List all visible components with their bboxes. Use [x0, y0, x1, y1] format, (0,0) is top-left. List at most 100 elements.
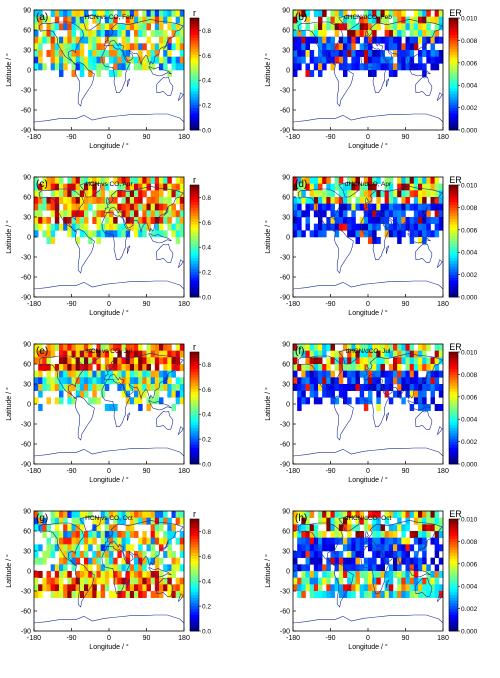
- heatmap-cell: [84, 36, 89, 44]
- heatmap-cell: [134, 210, 139, 218]
- heatmap-cell: [138, 591, 143, 598]
- heatmap-cell: [167, 357, 172, 365]
- heatmap-cell: [318, 177, 323, 184]
- heatmap-cell: [297, 223, 302, 231]
- heatmap-cell: [163, 63, 168, 71]
- colorbar-tick-label: 0.2: [202, 604, 211, 611]
- heatmap-cell: [134, 584, 139, 592]
- heatmap-cell: [159, 584, 164, 592]
- colorbar-step: [190, 377, 199, 381]
- heatmap-cell: [355, 36, 360, 44]
- heatmap-cell: [397, 177, 402, 184]
- panel-title: HCN vs CO, Feb: [85, 14, 134, 21]
- heatmap-cell: [150, 531, 156, 538]
- coastline: [177, 259, 184, 268]
- heatmap-cell: [84, 370, 89, 378]
- heatmap-cell: [430, 557, 435, 565]
- heatmap-cell: [313, 350, 319, 358]
- heatmap-cell: [84, 30, 89, 37]
- heatmap-cell: [117, 56, 122, 64]
- heatmap-cell: [343, 524, 348, 532]
- heatmap-cell: [405, 16, 410, 24]
- heatmap-cell: [418, 230, 423, 238]
- heatmap-cell: [46, 36, 51, 44]
- heatmap-cell: [413, 370, 419, 378]
- heatmap-cell: [134, 63, 139, 71]
- heatmap-cell: [100, 377, 106, 385]
- heatmap-cell: [301, 183, 306, 191]
- heatmap-cell: [100, 537, 106, 545]
- heatmap-cell: [409, 36, 415, 44]
- heatmap-cell: [154, 564, 160, 572]
- heatmap-cell: [309, 584, 315, 592]
- colorbar-step: [190, 235, 199, 239]
- heatmap-cell: [293, 377, 298, 385]
- heatmap-cell: [330, 36, 335, 44]
- heatmap-cell: [138, 571, 143, 578]
- heatmap-cell: [376, 344, 381, 351]
- coastline: [436, 92, 443, 101]
- heatmap-cell: [104, 344, 110, 351]
- heatmap-cell: [438, 183, 444, 191]
- heatmap-cell: [138, 50, 143, 57]
- coastline: [338, 348, 361, 365]
- heatmap-cell: [413, 30, 419, 37]
- heatmap-cell: [54, 564, 60, 572]
- heatmap-cell: [129, 564, 135, 572]
- heatmap-cell: [418, 30, 423, 37]
- heatmap-cell: [159, 537, 164, 545]
- colorbar-step: [449, 527, 458, 531]
- heatmap-cell: [326, 56, 331, 64]
- heatmap-cell: [393, 370, 398, 378]
- heatmap-cell: [405, 203, 410, 211]
- colorbar-step: [449, 280, 458, 284]
- coastline: [162, 373, 169, 384]
- heatmap-cell: [92, 30, 97, 37]
- heatmap-cell: [309, 591, 315, 598]
- heatmap-cell: [96, 364, 101, 371]
- heatmap-cell: [38, 404, 43, 411]
- heatmap-cell: [376, 357, 381, 365]
- colorbar: r0.00.20.40.60.8: [189, 342, 211, 469]
- colorbar-step: [449, 382, 458, 386]
- heatmap-cell: [109, 564, 114, 572]
- heatmap-cell: [175, 591, 181, 598]
- heatmap-cell: [146, 517, 151, 525]
- heatmap-cell: [125, 577, 131, 585]
- heatmap-cell: [422, 390, 427, 398]
- heatmap-cell: [129, 370, 135, 378]
- heatmap-cell: [121, 56, 126, 64]
- y-tick-label: 0: [27, 68, 31, 75]
- heatmap-cell: [84, 384, 89, 391]
- heatmap-cell: [142, 571, 147, 578]
- heatmap-cell: [179, 564, 185, 572]
- heatmap-cell: [46, 183, 51, 191]
- heatmap-cell: [293, 50, 298, 57]
- heatmap-cell: [318, 30, 323, 37]
- heatmap-cell: [347, 230, 352, 238]
- heatmap-cell: [334, 210, 340, 218]
- heatmap-cell: [418, 390, 423, 398]
- heatmap-cell: [171, 210, 176, 218]
- coastline: [177, 426, 184, 435]
- heatmap-cell: [59, 10, 64, 17]
- heatmap-cell: [67, 190, 72, 198]
- colorbar-step: [449, 271, 458, 275]
- heatmap-cell: [409, 190, 415, 198]
- heatmap-cell: [50, 531, 56, 538]
- heatmap-cell: [334, 384, 340, 391]
- heatmap-cell: [121, 364, 126, 371]
- heatmap-cell: [171, 370, 176, 378]
- heatmap-cell: [163, 564, 168, 572]
- heatmap-cell: [334, 564, 340, 572]
- heatmap-cell: [405, 183, 410, 191]
- heatmap-cell: [305, 364, 310, 371]
- heatmap-cell: [376, 237, 381, 244]
- colorbar-step: [190, 62, 199, 66]
- heatmap-cell: [167, 344, 172, 351]
- heatmap-cell: [351, 370, 356, 378]
- heatmap-cell: [372, 177, 377, 184]
- heatmap-cell: [138, 30, 143, 37]
- heatmap-cell: [422, 16, 427, 24]
- colorbar-step: [449, 441, 458, 445]
